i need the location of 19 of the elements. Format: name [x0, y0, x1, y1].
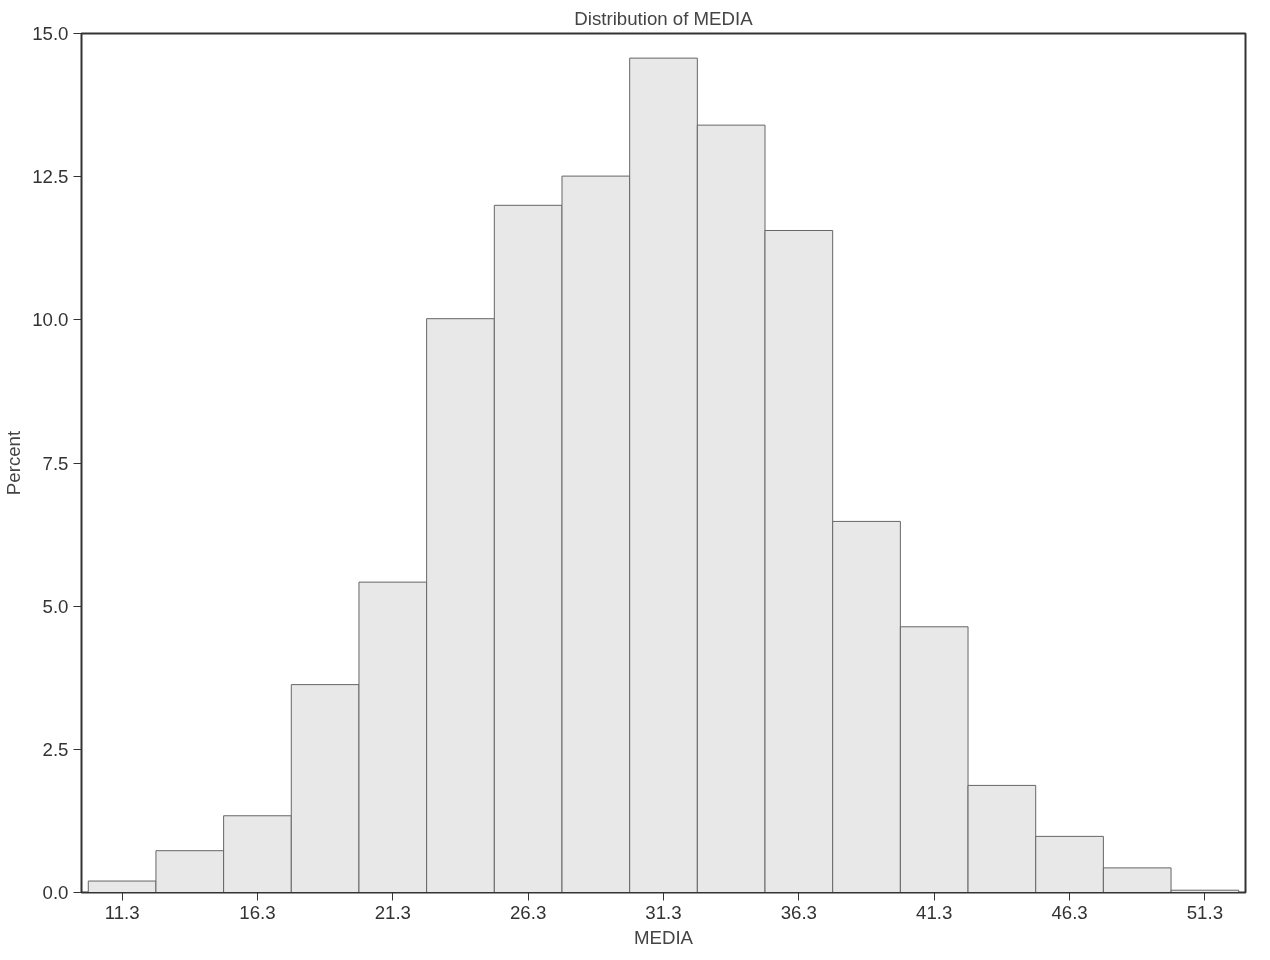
chart-title: Distribution of MEDIA [574, 7, 754, 29]
x-axis-title: MEDIA [633, 926, 694, 948]
x-tick-label: 16.3 [239, 901, 276, 923]
y-tick-label: 5.0 [42, 595, 69, 617]
y-tick-label: 12.5 [32, 166, 69, 188]
y-tick-label: 10.0 [32, 309, 69, 331]
x-tick-label: 46.3 [1051, 901, 1088, 923]
y-tick-label: 15.0 [32, 23, 69, 44]
y-tick-label: 0.0 [42, 882, 69, 903]
x-tick-label: 51.3 [1186, 901, 1224, 923]
x-tick-label: 26.3 [510, 901, 547, 923]
y-tick-label: 7.5 [42, 452, 69, 474]
y-axis-title: Percent [3, 430, 25, 496]
y-tick-label: 2.5 [42, 738, 69, 760]
x-tick-label: 41.3 [916, 901, 953, 923]
x-tick-label: 36.3 [780, 901, 818, 923]
x-tick-label: 21.3 [374, 901, 411, 923]
x-tick-label: 11.3 [104, 901, 140, 923]
x-tick-label: 31.3 [645, 901, 682, 923]
